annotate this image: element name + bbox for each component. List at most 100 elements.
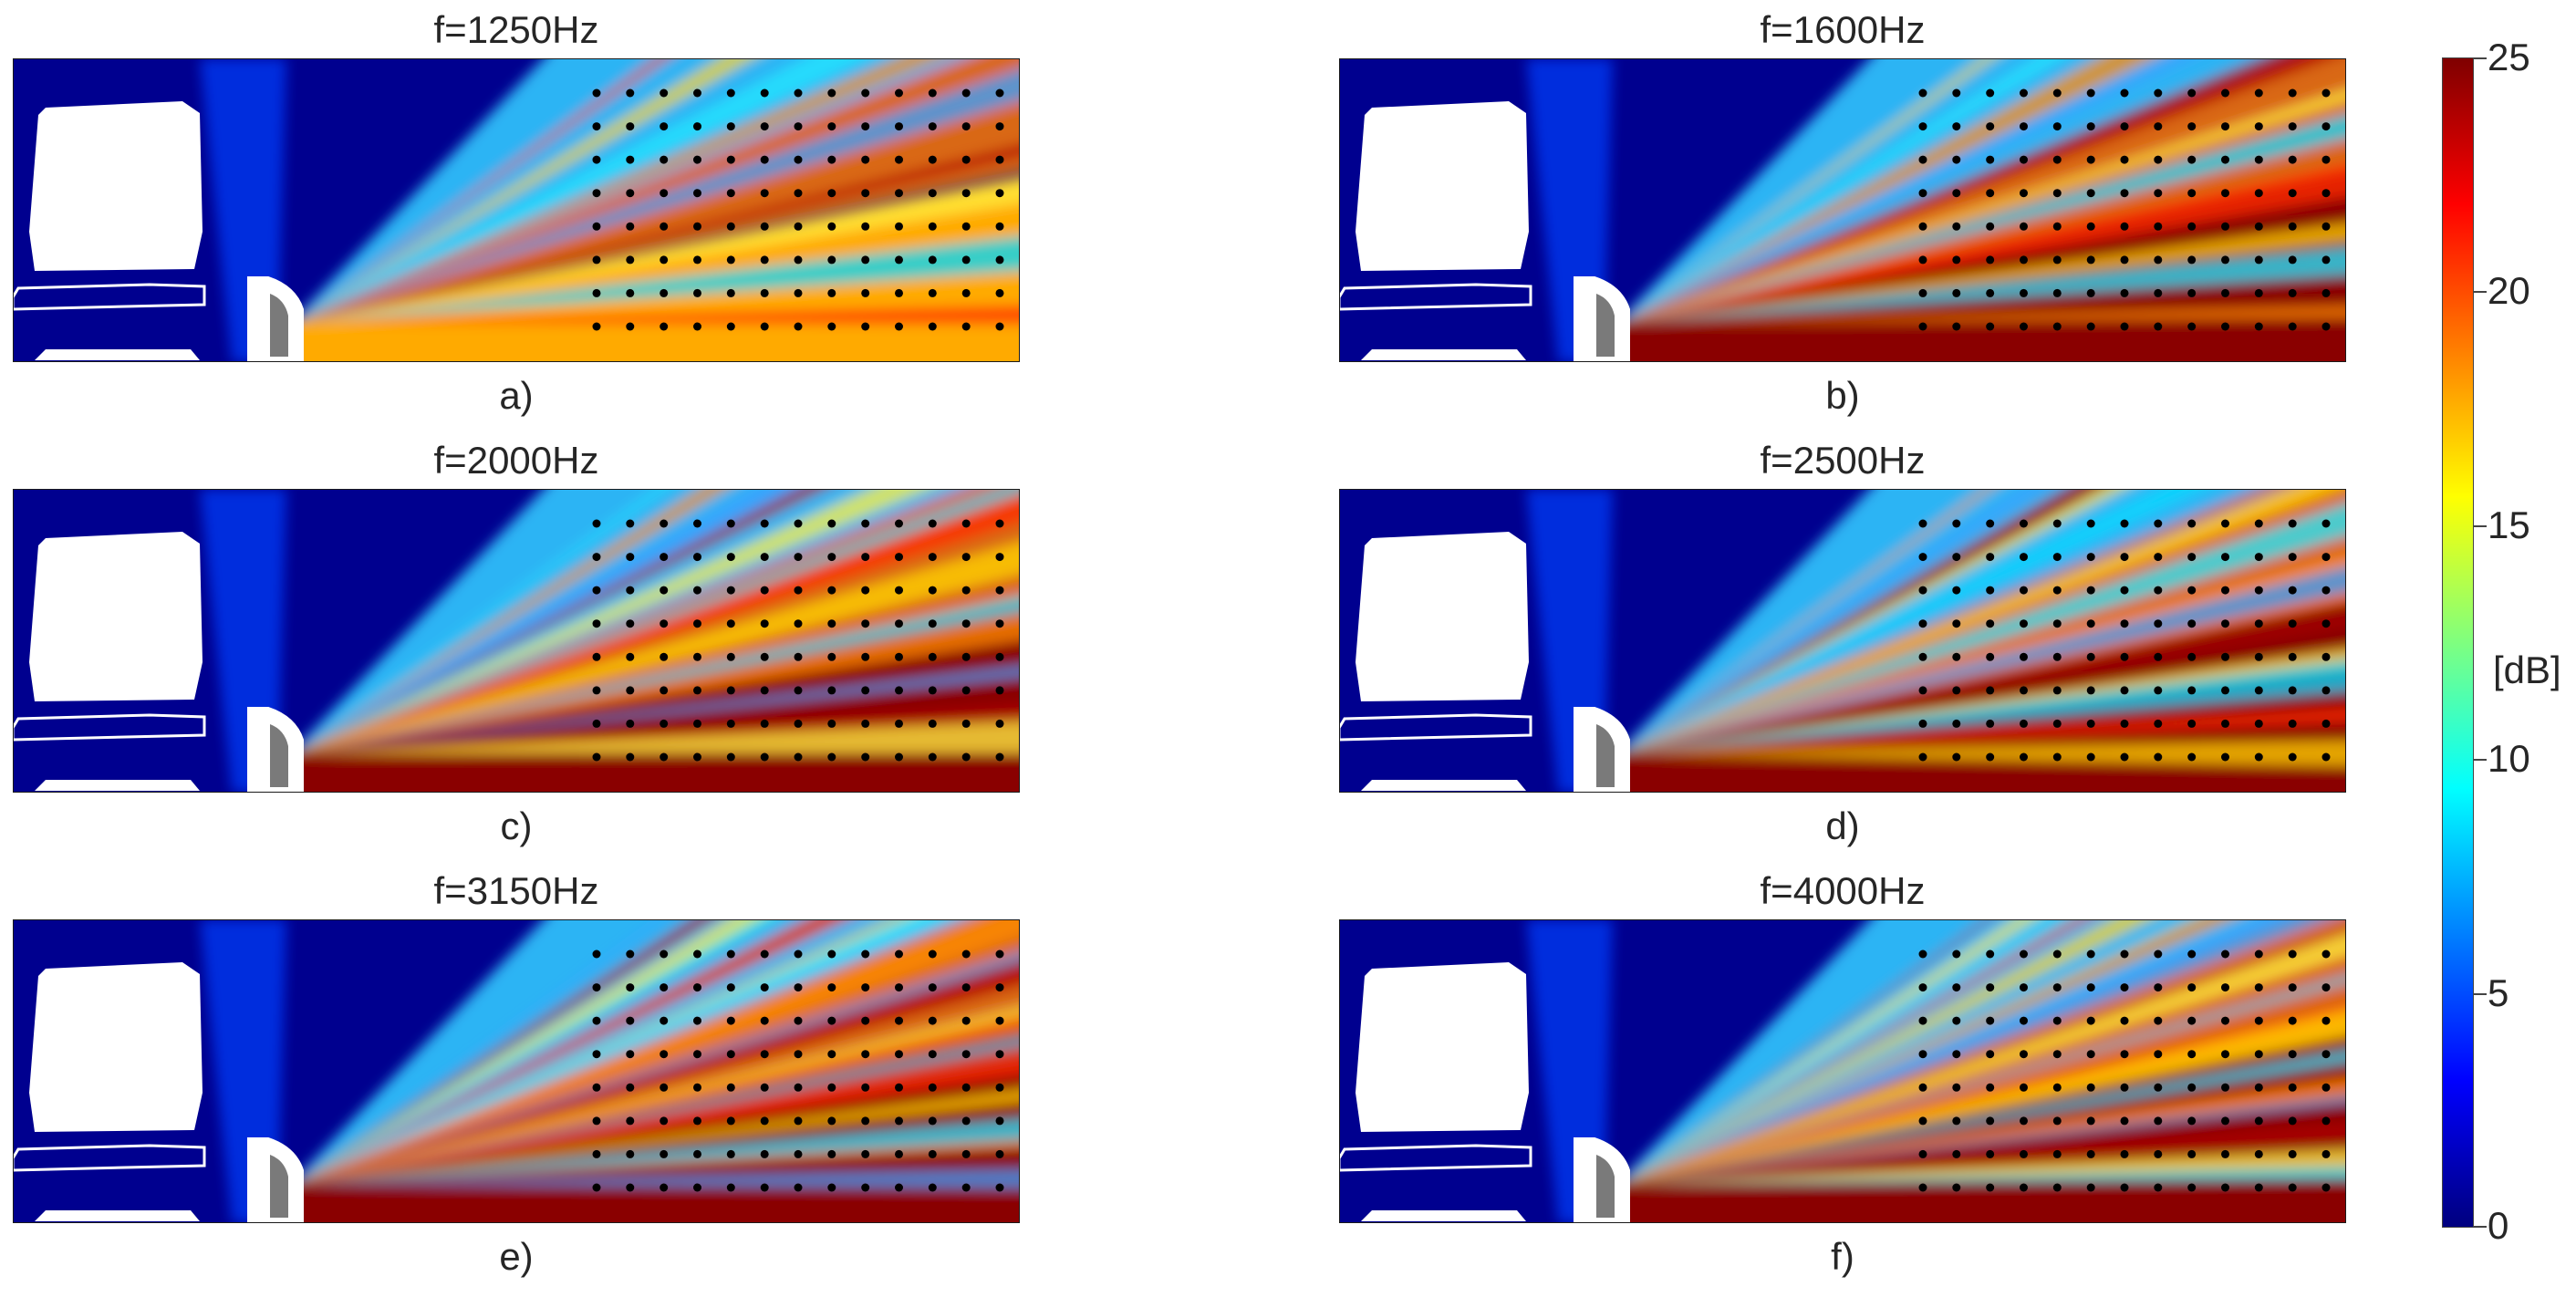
microphone-point	[961, 519, 971, 528]
microphone-point	[592, 719, 601, 728]
microphone-point	[861, 686, 870, 695]
vehicle-chassis	[13, 283, 206, 311]
microphone-point	[995, 983, 1004, 992]
microphone-point	[2154, 719, 2163, 728]
microphone-point	[1918, 519, 1927, 528]
microphone-point	[928, 255, 937, 265]
microphone-point	[2154, 519, 2163, 528]
beam-band	[1617, 1003, 2346, 1184]
microphone-point	[1986, 949, 1995, 959]
microphone-point	[660, 255, 669, 265]
colorbar-tick-label: 5	[2488, 971, 2509, 1014]
microphone-point	[2187, 189, 2197, 198]
microphone-point	[2322, 122, 2331, 131]
microphone-point	[928, 288, 937, 297]
vehicle-chassis	[1339, 1144, 1532, 1172]
microphone-point	[1952, 1016, 1961, 1025]
beam-band	[291, 1169, 1020, 1188]
microphone-point	[2254, 1083, 2263, 1092]
microphone-point	[2052, 519, 2062, 528]
microphone-point	[2086, 189, 2095, 198]
microphone-point	[861, 1149, 870, 1158]
vehicle-cabin	[1356, 962, 1529, 1132]
microphone-point	[2154, 619, 2163, 628]
microphone-point	[1952, 586, 1961, 595]
microphone-point	[995, 222, 1004, 231]
beam-band	[291, 1037, 1020, 1184]
microphone-point	[961, 553, 971, 562]
microphone-point	[928, 652, 937, 661]
microphone-point	[1918, 719, 1927, 728]
microphone-point	[961, 322, 971, 331]
microphone-point	[693, 88, 701, 98]
microphone-point	[693, 519, 701, 528]
microphone-point	[1918, 255, 1927, 265]
microphone-point	[1918, 88, 1927, 98]
microphone-point	[2086, 1083, 2095, 1092]
colorbar-tick-label: 10	[2488, 737, 2530, 780]
microphone-point	[2052, 255, 2062, 265]
microphone-point	[2154, 1083, 2163, 1092]
microphone-point	[995, 586, 1004, 595]
microphone-point	[2322, 1083, 2331, 1092]
microphone-point	[794, 1016, 803, 1025]
microphone-point	[626, 686, 635, 695]
microphone-point	[2086, 88, 2095, 98]
microphone-point	[626, 255, 635, 265]
microphone-point	[2020, 983, 2028, 992]
vehicle-floor	[1361, 349, 1526, 360]
microphone-point	[794, 652, 803, 661]
microphone-point	[660, 88, 669, 98]
microphone-point	[794, 322, 803, 331]
microphone-point	[760, 88, 769, 98]
colorbar-tick	[2474, 291, 2487, 293]
microphone-point	[1952, 155, 1961, 164]
microphone-point	[2052, 686, 2062, 695]
microphone-point	[861, 983, 870, 992]
microphone-point	[1952, 1083, 1961, 1092]
microphone-point	[660, 983, 669, 992]
microphone-point	[2288, 1083, 2297, 1092]
microphone-point	[2120, 1016, 2129, 1025]
microphone-point	[726, 519, 735, 528]
microphone-point	[961, 1116, 971, 1126]
microphone-point	[1986, 1116, 1995, 1126]
microphone-point	[928, 519, 937, 528]
vehicle-floor	[1361, 1210, 1526, 1221]
microphone-point	[2052, 553, 2062, 562]
heatmap-panel-a	[13, 58, 1020, 362]
microphone-point	[660, 553, 669, 562]
microphone-point	[995, 1183, 1004, 1192]
tyre	[1596, 294, 1615, 357]
microphone-point	[2322, 1116, 2331, 1126]
microphone-point	[2120, 155, 2129, 164]
microphone-point	[1986, 719, 1995, 728]
panel-frame	[1339, 489, 2346, 793]
panel-label-b: b)	[1825, 374, 1860, 417]
microphone-point	[660, 752, 669, 762]
microphone-point	[2254, 619, 2263, 628]
microphone-point	[1986, 1083, 1995, 1092]
microphone-point	[2288, 322, 2297, 331]
microphone-point	[2322, 1149, 2331, 1158]
microphone-point	[995, 155, 1004, 164]
microphone-point	[660, 652, 669, 661]
beam-band	[1617, 58, 2064, 323]
beam-band	[1617, 919, 2090, 1184]
microphone-point	[928, 1050, 937, 1059]
microphone-point	[895, 949, 903, 959]
microphone-point	[995, 553, 1004, 562]
microphone-point	[794, 1149, 803, 1158]
microphone-point	[794, 1183, 803, 1192]
microphone-point	[2221, 949, 2229, 959]
microphone-point	[861, 1183, 870, 1192]
microphone-point	[794, 1050, 803, 1059]
heatmap-svg-b	[1339, 58, 2346, 362]
microphone-point	[626, 652, 635, 661]
microphone-point	[726, 189, 735, 198]
microphone-point	[2322, 222, 2331, 231]
microphone-point	[1918, 949, 1927, 959]
microphone-point	[626, 1016, 635, 1025]
microphone-point	[2086, 553, 2095, 562]
microphone-point	[1918, 1016, 1927, 1025]
